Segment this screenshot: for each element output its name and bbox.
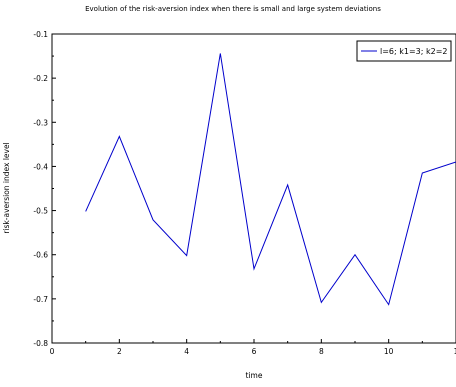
y-tick-label: -0.1 bbox=[33, 30, 48, 39]
chart-title: Evolution of the risk-aversion index whe… bbox=[85, 5, 381, 13]
y-tick-label: -0.3 bbox=[33, 118, 48, 127]
x-axis-label: time bbox=[246, 371, 263, 380]
y-tick-label: -0.5 bbox=[33, 207, 48, 216]
x-tick-label: 10 bbox=[384, 347, 394, 356]
y-tick-label: -0.2 bbox=[33, 74, 48, 83]
x-tick-label: 2 bbox=[117, 347, 122, 356]
y-tick-label: -0.8 bbox=[33, 339, 48, 348]
x-tick-label: 8 bbox=[319, 347, 324, 356]
legend-label: l=6; k1=3; k2=2 bbox=[380, 47, 448, 56]
series-layer bbox=[85, 53, 456, 306]
series-line bbox=[85, 53, 456, 306]
x-tick-label: 0 bbox=[50, 347, 55, 356]
legend-box bbox=[356, 40, 452, 62]
x-tick-label: 1 bbox=[454, 347, 456, 356]
y-axis-label: risk-aversion index level bbox=[2, 142, 11, 233]
y-tick-label: -0.4 bbox=[33, 162, 48, 171]
plot-area bbox=[51, 33, 456, 344]
x-axis: 0 2 4 6 8 10 1 bbox=[50, 339, 456, 356]
x-tick-label: 4 bbox=[184, 347, 189, 356]
y-axis: -0.8 -0.7 -0.6 -0.5 -0.4 -0.3 -0.2 -0.1 bbox=[33, 30, 56, 348]
y-tick-label: -0.6 bbox=[33, 251, 48, 260]
legend: l=6; k1=3; k2=2 bbox=[356, 40, 452, 62]
x-tick-label: 6 bbox=[252, 347, 257, 356]
y-tick-label: -0.7 bbox=[33, 295, 48, 304]
